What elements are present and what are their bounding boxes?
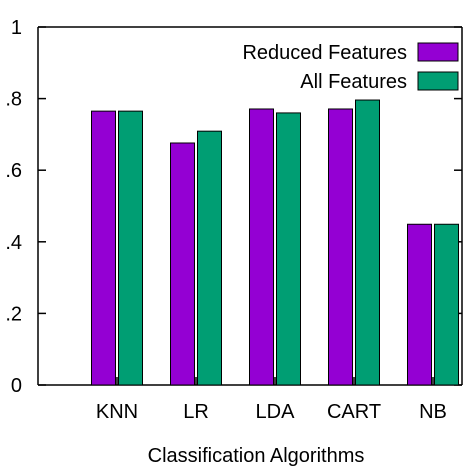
x-tick-label-nb: NB bbox=[419, 401, 447, 423]
legend-swatch-series-2 bbox=[417, 71, 459, 91]
x-tick-label-cart: CART bbox=[327, 401, 381, 423]
bar-lda-series-2 bbox=[276, 112, 301, 386]
x-axis-title: Classification Algorithms bbox=[148, 445, 365, 467]
y-tick-label: .2 bbox=[5, 303, 22, 325]
x-tick-label-knn: KNN bbox=[96, 401, 138, 423]
bar-nb-series-2 bbox=[434, 223, 459, 386]
y-tick-label: .4 bbox=[5, 232, 22, 254]
legend-label-series-2: All Features bbox=[300, 71, 407, 93]
x-axis-tick-labels: KNN LR LDA CART NB bbox=[96, 377, 447, 423]
bar-cart-series-2 bbox=[355, 99, 380, 386]
x-tick-label-lda: LDA bbox=[256, 401, 296, 423]
bar-lr-series-1 bbox=[170, 142, 195, 386]
bar-lda-series-1 bbox=[249, 108, 274, 386]
y-tick-label: 1 bbox=[11, 17, 22, 39]
bar-knn-series-2 bbox=[118, 110, 143, 386]
bar-nb-series-1 bbox=[407, 223, 432, 386]
bar-knn-series-1 bbox=[91, 110, 116, 386]
legend: Reduced Features All Features bbox=[242, 42, 459, 93]
legend-swatch-series-1 bbox=[417, 42, 459, 62]
bars-group bbox=[91, 99, 459, 386]
y-tick-label: .6 bbox=[5, 160, 22, 182]
x-tick-label-lr: LR bbox=[183, 401, 209, 423]
legend-label-series-1: Reduced Features bbox=[242, 42, 407, 64]
y-tick-label: .8 bbox=[5, 89, 22, 111]
y-tick-label: 0 bbox=[11, 375, 22, 397]
bar-cart-series-1 bbox=[328, 108, 353, 386]
bar-lr-series-2 bbox=[197, 130, 222, 386]
